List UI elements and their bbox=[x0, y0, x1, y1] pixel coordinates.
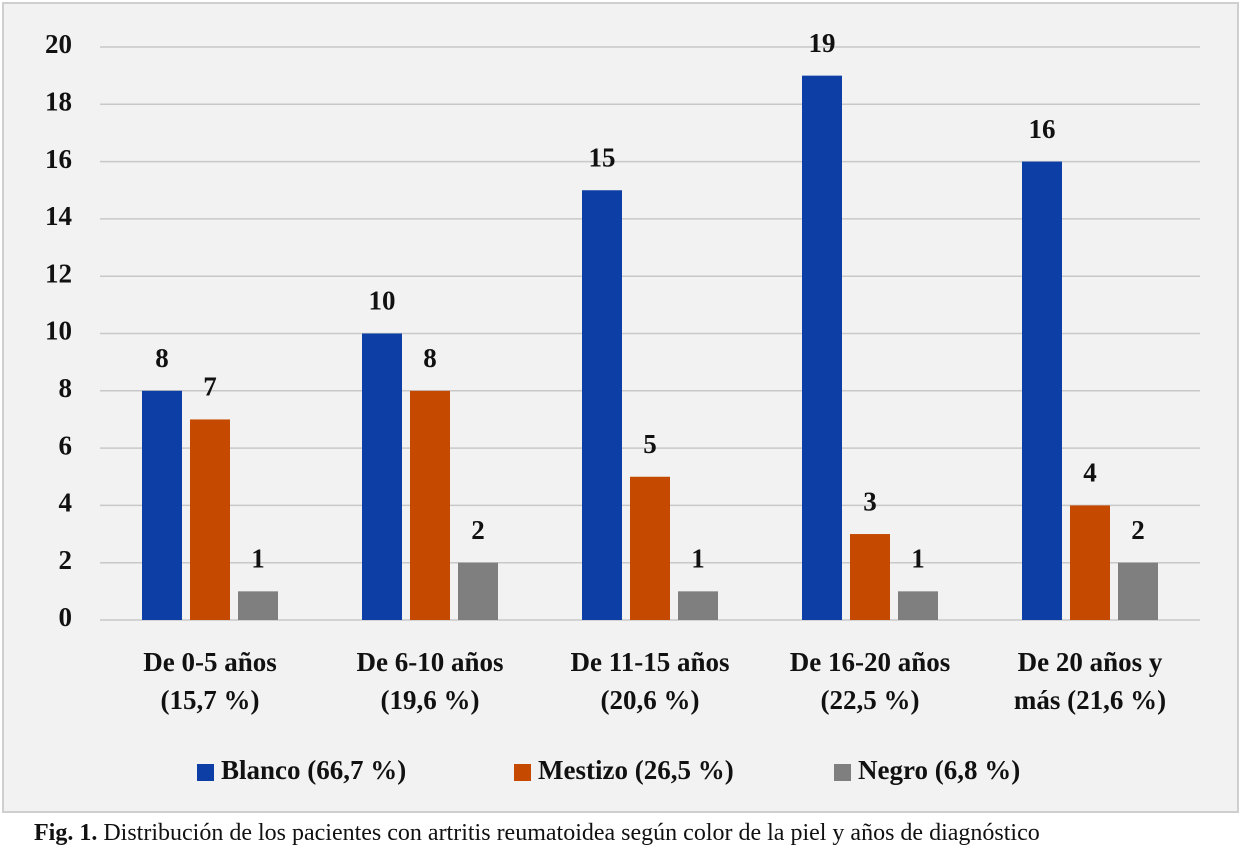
bar bbox=[410, 390, 450, 620]
y-tick-label: 8 bbox=[59, 373, 73, 403]
legend-swatch bbox=[197, 764, 214, 781]
x-tick-label: (22,5 %) bbox=[821, 685, 920, 715]
bar bbox=[630, 476, 670, 620]
y-tick-label: 14 bbox=[45, 201, 72, 231]
bar bbox=[458, 562, 498, 620]
x-tick-label: De 20 años y bbox=[1018, 647, 1163, 677]
bar bbox=[1070, 505, 1110, 620]
y-tick-label: 0 bbox=[59, 602, 73, 632]
legend-label: Negro (6,8 %) bbox=[858, 755, 1020, 785]
data-label: 1 bbox=[251, 544, 265, 574]
y-tick-label: 10 bbox=[45, 316, 72, 346]
data-label: 16 bbox=[1029, 114, 1056, 144]
x-tick-label: De 11-15 años bbox=[570, 647, 729, 677]
y-tick-label: 18 bbox=[45, 87, 72, 117]
x-tick-label: (15,7 %) bbox=[161, 685, 260, 715]
data-label: 4 bbox=[1083, 458, 1097, 488]
data-label: 15 bbox=[589, 142, 616, 172]
y-tick-label: 4 bbox=[59, 488, 73, 518]
data-label: 5 bbox=[643, 429, 657, 459]
bar bbox=[802, 75, 842, 620]
bar bbox=[1118, 562, 1158, 620]
data-label: 8 bbox=[155, 343, 169, 373]
bar bbox=[582, 190, 622, 620]
y-tick-label: 12 bbox=[45, 258, 72, 288]
legend-swatch bbox=[514, 764, 531, 781]
caption-label: Fig. 1. bbox=[34, 820, 98, 846]
data-label: 19 bbox=[809, 28, 836, 58]
bar bbox=[850, 534, 890, 620]
data-label: 3 bbox=[863, 486, 877, 516]
x-tick-label: (19,6 %) bbox=[381, 685, 480, 715]
data-label: 10 bbox=[369, 286, 396, 316]
data-label: 1 bbox=[691, 544, 705, 574]
data-label: 8 bbox=[423, 343, 437, 373]
y-tick-label: 20 bbox=[45, 29, 72, 59]
bar bbox=[1022, 161, 1062, 620]
x-tick-label: De 6-10 años bbox=[357, 647, 504, 677]
legend-swatch bbox=[834, 764, 851, 781]
x-tick-label: De 0-5 años bbox=[143, 647, 277, 677]
data-label: 1 bbox=[911, 544, 925, 574]
bar bbox=[190, 419, 230, 620]
data-label: 2 bbox=[1131, 515, 1145, 545]
data-label: 2 bbox=[471, 515, 485, 545]
data-label: 7 bbox=[203, 372, 217, 402]
bar bbox=[898, 591, 938, 620]
x-tick-label: (20,6 %) bbox=[601, 685, 700, 715]
x-tick-label: De 16-20 años bbox=[790, 647, 951, 677]
bar bbox=[678, 591, 718, 620]
bar bbox=[238, 591, 278, 620]
legend-label: Mestizo (26,5 %) bbox=[538, 755, 734, 785]
y-tick-label: 16 bbox=[45, 144, 72, 174]
caption: Fig. 1. Distribución de los pacientes co… bbox=[34, 820, 1040, 847]
bar bbox=[362, 333, 402, 620]
caption-text: Distribución de los pacientes con artrit… bbox=[103, 820, 1040, 846]
x-tick-label: más (21,6 %) bbox=[1014, 685, 1166, 715]
bar bbox=[142, 390, 182, 620]
legend-label: Blanco (66,7 %) bbox=[221, 755, 406, 785]
y-tick-label: 2 bbox=[59, 545, 73, 575]
y-tick-label: 6 bbox=[59, 430, 73, 460]
